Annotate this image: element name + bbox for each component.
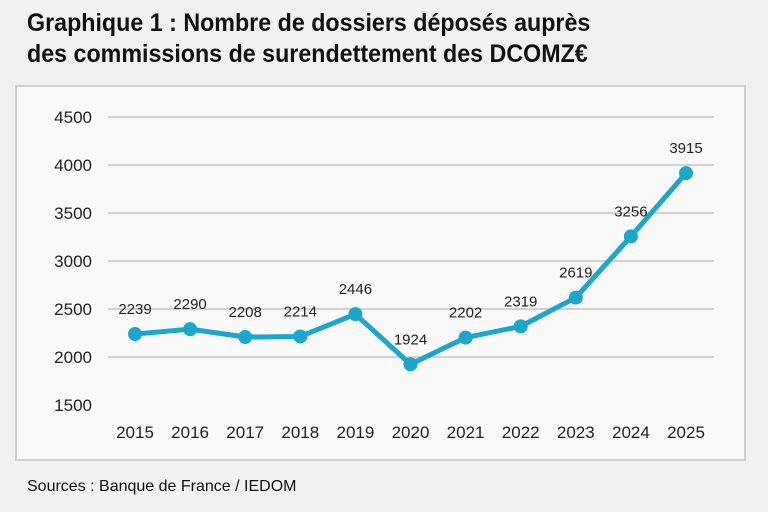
data-point (238, 330, 253, 345)
x-tick-label: 2022 (502, 423, 540, 442)
data-point (183, 322, 198, 337)
data-label: 2214 (284, 303, 317, 320)
data-point (348, 307, 363, 322)
chart-title: Graphique 1 : Nombre de dossiers déposés… (27, 8, 590, 70)
data-point (679, 166, 693, 181)
y-tick-label: 2000 (54, 348, 92, 367)
data-label: 2208 (229, 304, 262, 321)
data-label: 2446 (339, 281, 372, 298)
x-tick-label: 2015 (116, 423, 154, 442)
data-point (128, 327, 142, 342)
data-point (623, 229, 638, 244)
data-label: 2239 (118, 301, 151, 318)
x-tick-label: 2016 (171, 423, 209, 442)
x-tick-label: 2019 (336, 423, 374, 442)
y-tick-label: 3500 (54, 204, 92, 223)
data-point (458, 330, 473, 345)
data-label: 2319 (504, 293, 537, 310)
data-label: 2619 (559, 265, 592, 282)
data-label: 3915 (669, 140, 702, 157)
x-tick-label: 2017 (226, 423, 264, 442)
data-point (293, 329, 308, 344)
x-tick-label: 2021 (447, 423, 485, 442)
x-tick-label: 2023 (557, 423, 595, 442)
data-label: 2202 (449, 305, 482, 322)
y-tick-label: 2500 (54, 300, 92, 319)
data-label: 3256 (614, 203, 647, 220)
x-tick-label: 2025 (667, 423, 705, 442)
chart-title-line-1: Graphique 1 : Nombre de dossiers déposés… (27, 9, 591, 37)
data-label: 1924 (394, 331, 427, 348)
x-tick-label: 2018 (281, 423, 319, 442)
data-point (403, 357, 418, 372)
y-tick-label: 4500 (54, 108, 92, 127)
chart-title-line-2: des commissions de surendettement des DC… (27, 40, 588, 68)
chart-frame (15, 85, 746, 461)
data-label: 2290 (173, 296, 206, 313)
source-note: Sources : Banque de France / IEDOM (27, 478, 297, 495)
y-tick-label: 3000 (54, 252, 92, 271)
data-point (513, 319, 528, 334)
y-tick-label: 4000 (54, 156, 92, 175)
x-tick-label: 2024 (612, 423, 650, 442)
data-point (568, 290, 583, 305)
y-tick-label: 1500 (54, 396, 92, 415)
x-tick-label: 2020 (392, 423, 430, 442)
